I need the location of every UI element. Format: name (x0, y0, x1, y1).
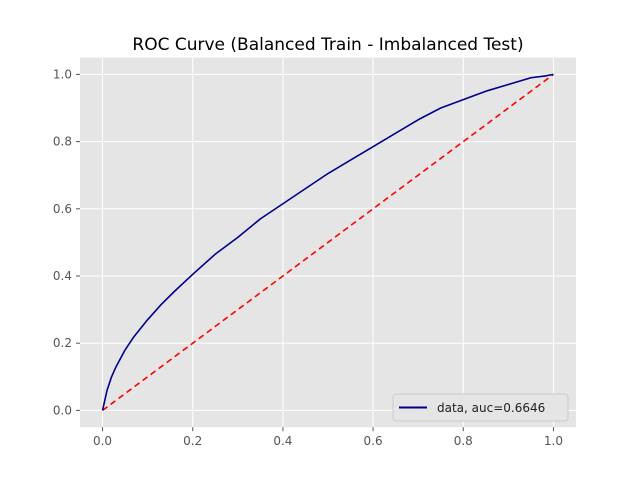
y-tick-label: 0.6 (53, 202, 72, 216)
chart-title: ROC Curve (Balanced Train - Imbalanced T… (132, 35, 523, 55)
legend-label: data, auc=0.6646 (437, 401, 545, 415)
x-tick-label: 0.0 (93, 434, 112, 448)
x-tick-label: 1.0 (544, 434, 563, 448)
x-tick-label: 0.6 (364, 434, 383, 448)
grid-lines (80, 57, 576, 428)
roc-curve-line (101, 73, 554, 411)
legend-box (392, 393, 569, 422)
y-tick-label: 1.0 (53, 67, 72, 81)
diagonal-reference-line (102, 73, 554, 412)
x-tick-label: 0.8 (454, 434, 473, 448)
y-tick-label: 0.2 (53, 336, 72, 350)
y-tick-label: 0.4 (53, 269, 72, 283)
y-tick-label: 0.0 (53, 403, 72, 417)
x-tick-label: 0.4 (273, 434, 292, 448)
series-lines (101, 73, 554, 412)
x-axis-ticks: 0.0 0.2 0.4 0.6 0.8 1.0 (93, 427, 563, 448)
y-tick-label: 0.8 (53, 135, 72, 149)
y-axis-ticks: 0.0 0.2 0.4 0.6 0.8 1.0 (53, 67, 80, 417)
legend: data, auc=0.6646 (392, 393, 569, 422)
x-tick-label: 0.2 (183, 434, 202, 448)
